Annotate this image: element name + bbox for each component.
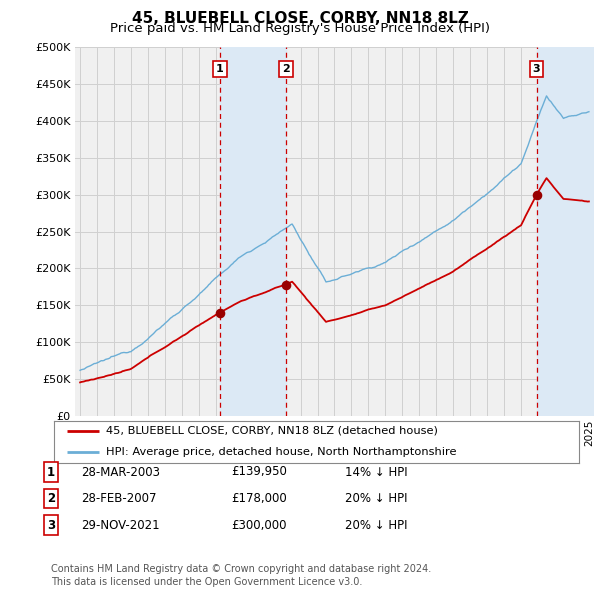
Point bbox=[281, 280, 291, 290]
Text: 20% ↓ HPI: 20% ↓ HPI bbox=[345, 519, 407, 532]
Text: Contains HM Land Registry data © Crown copyright and database right 2024.
This d: Contains HM Land Registry data © Crown c… bbox=[51, 564, 431, 587]
Text: 45, BLUEBELL CLOSE, CORBY, NN18 8LZ: 45, BLUEBELL CLOSE, CORBY, NN18 8LZ bbox=[131, 11, 469, 25]
Text: £178,000: £178,000 bbox=[231, 492, 287, 505]
Text: Price paid vs. HM Land Registry's House Price Index (HPI): Price paid vs. HM Land Registry's House … bbox=[110, 22, 490, 35]
Bar bbox=[536, 47, 594, 416]
Text: £139,950: £139,950 bbox=[231, 466, 287, 478]
Text: 2: 2 bbox=[47, 492, 55, 505]
Text: 28-FEB-2007: 28-FEB-2007 bbox=[81, 492, 157, 505]
Text: HPI: Average price, detached house, North Northamptonshire: HPI: Average price, detached house, Nort… bbox=[107, 447, 457, 457]
Text: 1: 1 bbox=[47, 466, 55, 478]
Text: 1: 1 bbox=[216, 64, 224, 74]
Text: 3: 3 bbox=[533, 64, 541, 74]
Text: £300,000: £300,000 bbox=[231, 519, 287, 532]
Point bbox=[532, 190, 541, 199]
Text: 14% ↓ HPI: 14% ↓ HPI bbox=[345, 466, 407, 478]
Text: 45, BLUEBELL CLOSE, CORBY, NN18 8LZ (detached house): 45, BLUEBELL CLOSE, CORBY, NN18 8LZ (det… bbox=[107, 426, 439, 436]
Text: 3: 3 bbox=[47, 519, 55, 532]
Bar bbox=[220, 47, 286, 416]
Text: 29-NOV-2021: 29-NOV-2021 bbox=[81, 519, 160, 532]
Text: 20% ↓ HPI: 20% ↓ HPI bbox=[345, 492, 407, 505]
Point bbox=[215, 308, 224, 317]
Text: 2: 2 bbox=[283, 64, 290, 74]
Text: 28-MAR-2003: 28-MAR-2003 bbox=[81, 466, 160, 478]
